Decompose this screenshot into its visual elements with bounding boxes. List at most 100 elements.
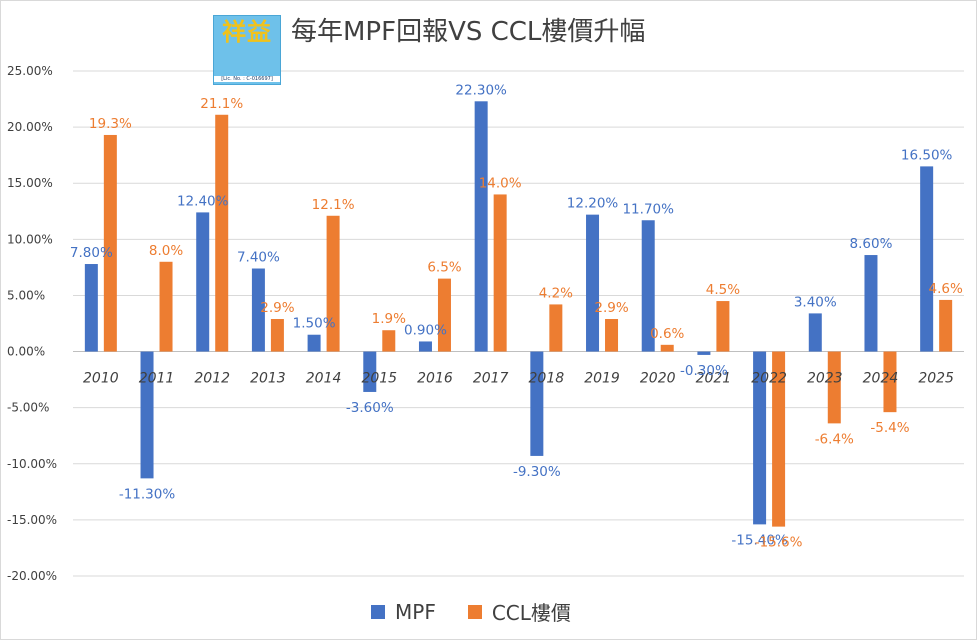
data-label-ccl: 2.9%	[594, 300, 628, 316]
data-label-mpf: -9.30%	[513, 464, 561, 480]
legend-swatch-mpf	[371, 604, 385, 619]
bar-ccl	[103, 134, 117, 352]
x-tick-label: 2025	[918, 371, 954, 387]
bar-mpf	[251, 268, 265, 352]
bar-mpf	[808, 313, 822, 352]
legend-label-ccl: CCL樓價	[491, 601, 571, 625]
data-label-mpf: 8.60%	[850, 236, 893, 252]
bar-ccl	[437, 278, 451, 352]
y-tick-label: 20.00%	[7, 120, 53, 134]
bar-ccl	[549, 304, 563, 352]
x-tick-label: 2011	[139, 371, 175, 387]
bar-ccl	[772, 351, 786, 527]
x-tick-label: 2020	[640, 371, 676, 387]
bar-mpf	[586, 214, 600, 352]
x-tick-label: 2019	[584, 371, 620, 387]
bar-mpf	[84, 264, 98, 352]
data-label-mpf: -3.60%	[346, 400, 394, 416]
bar-mpf	[474, 101, 488, 352]
x-tick-label: 2014	[306, 371, 342, 387]
legend-swatch-ccl	[467, 604, 482, 619]
x-tick-label: 2013	[250, 371, 286, 387]
data-label-ccl: 4.2%	[539, 285, 573, 301]
x-tick-label: 2023	[807, 371, 843, 387]
y-tick-label: 5.00%	[7, 288, 45, 302]
y-tick-label: 0.00%	[7, 345, 45, 359]
data-label-ccl: -5.4%	[870, 420, 909, 436]
y-tick-label: 25.00%	[7, 64, 53, 78]
bar-ccl	[270, 319, 284, 352]
x-tick-label: 2016	[417, 371, 453, 387]
y-tick-label: 15.00%	[7, 176, 53, 190]
bar-mpf	[363, 351, 377, 392]
bar-ccl	[660, 344, 674, 352]
data-label-mpf: 11.70%	[622, 201, 674, 217]
x-tick-label: 2015	[361, 371, 397, 387]
bar-ccl	[939, 299, 953, 352]
data-label-mpf: -11.30%	[119, 486, 176, 502]
bar-ccl	[159, 261, 173, 352]
data-label-ccl: 14.0%	[479, 175, 522, 191]
bar-mpf	[697, 351, 711, 355]
x-tick-label: 2017	[473, 371, 509, 387]
data-label-mpf: 22.30%	[455, 82, 507, 98]
data-label-ccl: 21.1%	[200, 96, 243, 112]
data-label-mpf: -15.40%	[731, 532, 788, 548]
bar-mpf	[920, 166, 934, 352]
bar-ccl	[326, 215, 340, 352]
bar-ccl	[716, 301, 730, 352]
y-tick-label: -10.00%	[7, 457, 57, 471]
data-label-ccl: 2.9%	[260, 300, 294, 316]
data-label-ccl: -15.6%	[755, 535, 803, 551]
bar-mpf	[418, 341, 432, 352]
bar-mpf	[641, 220, 655, 352]
data-label-mpf: -0.30%	[680, 363, 728, 379]
y-tick-label: -5.00%	[7, 401, 49, 415]
bar-ccl	[883, 351, 897, 413]
bar-ccl	[215, 114, 229, 352]
logo-characters: 祥益	[222, 17, 272, 46]
data-label-mpf: 0.90%	[404, 322, 447, 338]
x-tick-label: 2021	[696, 371, 732, 387]
bar-ccl	[827, 351, 841, 424]
bar-mpf	[530, 351, 544, 456]
bar-mpf	[864, 255, 878, 352]
data-label-ccl: 6.5%	[427, 260, 461, 276]
data-label-ccl: 19.3%	[89, 116, 132, 132]
y-tick-label: -15.00%	[7, 513, 57, 527]
data-label-mpf: 16.50%	[901, 147, 953, 163]
x-tick-label: 2018	[529, 371, 565, 387]
company-logo: 祥益 [Lic. No. : C-016697]	[213, 15, 281, 85]
bar-ccl	[493, 194, 507, 352]
logo-license-number: [Lic. No. : C-016697]	[214, 76, 280, 82]
data-label-ccl: -6.4%	[815, 431, 854, 447]
data-label-mpf: 1.50%	[293, 316, 336, 332]
y-tick-label: 10.00%	[7, 232, 53, 246]
data-label-ccl: 4.5%	[706, 282, 740, 298]
data-label-mpf: 3.40%	[794, 294, 837, 310]
data-label-mpf: 12.20%	[567, 196, 619, 212]
chart-title: 每年MPF回報VS CCL樓價升幅	[291, 17, 646, 47]
data-label-ccl: 8.0%	[149, 243, 183, 259]
data-label-mpf: 7.40%	[237, 250, 280, 266]
data-label-mpf: 7.80%	[70, 245, 113, 261]
data-label-ccl: 4.6%	[929, 281, 963, 297]
data-label-ccl: 0.6%	[650, 326, 684, 342]
x-tick-label: 2012	[194, 371, 230, 387]
bar-ccl	[382, 330, 396, 352]
data-label-ccl: 12.1%	[312, 197, 355, 213]
bar-mpf	[140, 351, 154, 479]
legend-item-mpf: MPF	[371, 600, 436, 624]
bar-ccl	[605, 319, 619, 352]
chart-legend: MPF CCL樓價	[371, 597, 603, 626]
bar-mpf	[196, 212, 210, 352]
legend-item-ccl: CCL樓價	[467, 597, 571, 626]
y-tick-label: -20.00%	[7, 569, 57, 583]
x-tick-label: 2022	[751, 371, 787, 387]
data-label-mpf: 12.40%	[177, 193, 229, 209]
bar-mpf	[307, 334, 321, 352]
x-tick-label: 2024	[863, 371, 899, 387]
legend-label-mpf: MPF	[395, 599, 436, 624]
